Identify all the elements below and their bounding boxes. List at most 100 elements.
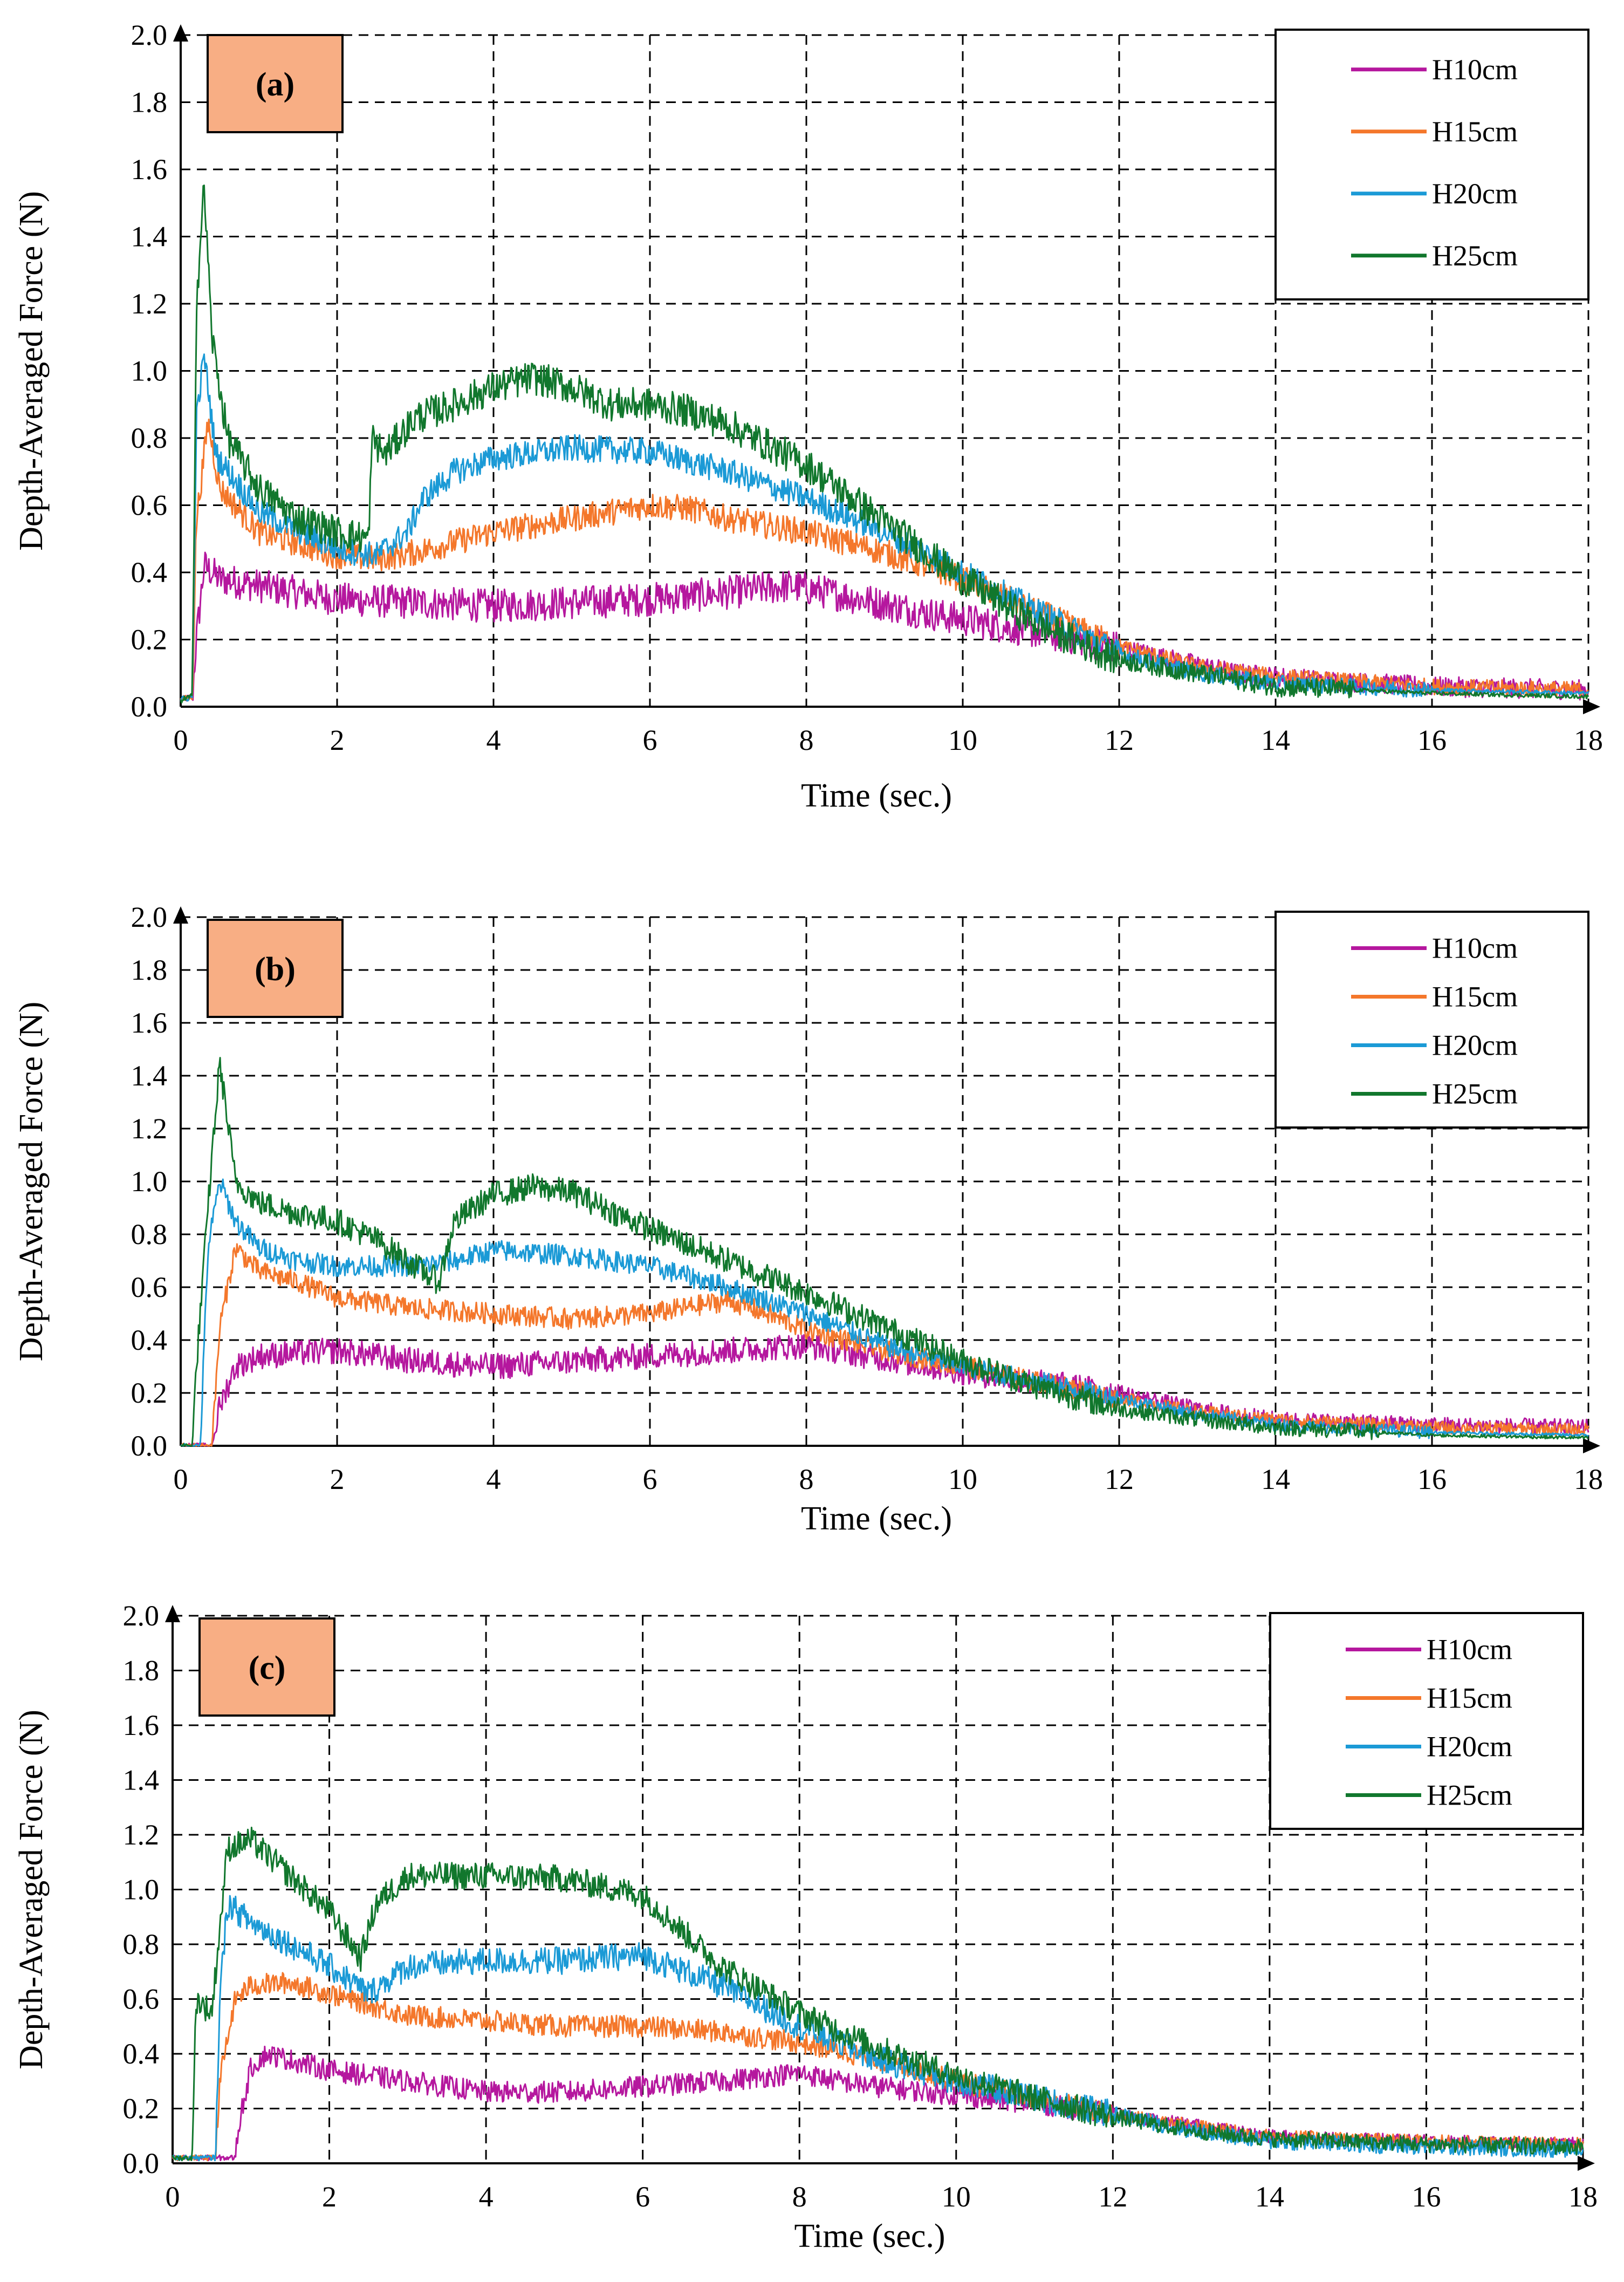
chart-panel-b: 0.0 0.2 0.4 0.6 0.8 1.0 1.2 1.4 1.6 1.8 2.0 0 2 4 6 8 10… xyxy=(13,901,1603,1537)
x-tick-label: 6 xyxy=(643,724,657,756)
y-axis-arrow xyxy=(165,1605,180,1622)
x-axis-arrow xyxy=(1583,699,1600,714)
legend-label-H25cm: H25cm xyxy=(1427,1779,1512,1812)
series-line-H15cm xyxy=(180,418,1589,702)
y-axis-arrow xyxy=(173,24,188,42)
legend-label-H15cm: H15cm xyxy=(1432,981,1518,1013)
y-tick-label: 0.2 xyxy=(131,1377,168,1409)
series-line-H10cm xyxy=(181,1334,1589,1447)
y-tick-label: 0.4 xyxy=(123,2038,160,2070)
legend-label-H10cm: H10cm xyxy=(1427,1634,1512,1666)
legend-box xyxy=(1269,1612,1584,1830)
y-tick-label: 1.4 xyxy=(131,221,168,253)
panel-label: (a) xyxy=(256,66,294,103)
y-axis-arrow xyxy=(173,906,188,924)
x-tick-label: 12 xyxy=(1105,1463,1134,1495)
legend-box xyxy=(1274,29,1589,300)
x-axis-title: Time (sec.) xyxy=(794,2218,945,2254)
y-tick-label: 2.0 xyxy=(123,1600,160,1632)
x-axis-title: Time (sec.) xyxy=(801,1500,952,1537)
series-line-H20cm xyxy=(172,1895,1584,2162)
x-tick-label: 0 xyxy=(174,724,188,756)
legend-label-H10cm: H10cm xyxy=(1432,932,1518,965)
y-tick-label: 2.0 xyxy=(131,901,168,933)
x-tick-label: 8 xyxy=(799,724,814,756)
y-tick-label: 1.8 xyxy=(131,86,168,119)
y-tick-label: 0.8 xyxy=(131,1218,168,1251)
panel-label: (b) xyxy=(255,951,296,988)
x-tick-label: 8 xyxy=(792,2181,807,2213)
y-axis-title: Depth-Averaged Force (N) xyxy=(13,191,50,551)
y-tick-label: 1.6 xyxy=(131,1007,168,1039)
y-tick-label: 0.6 xyxy=(131,1271,168,1303)
legend-label-H25cm: H25cm xyxy=(1432,240,1518,272)
x-tick-label: 8 xyxy=(799,1463,814,1495)
x-tick-label: 18 xyxy=(1574,724,1603,756)
y-tick-label: 2.0 xyxy=(131,19,168,51)
y-tick-label: 0.6 xyxy=(131,489,168,522)
y-tick-label: 0.0 xyxy=(123,2147,160,2179)
x-tick-label: 12 xyxy=(1105,724,1134,756)
y-tick-label: 1.4 xyxy=(123,1764,160,1796)
x-tick-label: 0 xyxy=(174,1463,188,1495)
panel-label-box xyxy=(207,34,344,133)
y-tick-label: 0.0 xyxy=(131,1430,168,1462)
y-tick-label: 1.2 xyxy=(123,1819,160,1851)
legend-label-H25cm: H25cm xyxy=(1432,1078,1518,1110)
x-axis-title: Time (sec.) xyxy=(801,777,952,814)
y-tick-label: 0.8 xyxy=(123,1928,160,1960)
y-tick-label: 0.2 xyxy=(131,624,168,656)
x-tick-label: 4 xyxy=(479,2181,494,2213)
legend-box xyxy=(1274,911,1589,1129)
x-tick-label: 0 xyxy=(166,2181,180,2213)
legend-label-H15cm: H15cm xyxy=(1427,1682,1512,1714)
x-tick-label: 14 xyxy=(1261,724,1290,756)
x-tick-label: 6 xyxy=(635,2181,650,2213)
x-tick-label: 16 xyxy=(1417,724,1447,756)
y-tick-label: 0.6 xyxy=(123,1983,160,2015)
y-tick-label: 1.2 xyxy=(131,288,168,320)
x-tick-label: 6 xyxy=(643,1463,657,1495)
x-axis-arrow xyxy=(1583,1438,1600,1453)
y-tick-label: 1.6 xyxy=(123,1709,160,1741)
legend-label-H20cm: H20cm xyxy=(1427,1731,1512,1763)
y-tick-label: 1.2 xyxy=(131,1112,168,1145)
y-tick-label: 1.4 xyxy=(131,1060,168,1092)
x-axis-arrow xyxy=(1578,2156,1595,2171)
x-tick-label: 12 xyxy=(1098,2181,1127,2213)
x-tick-label: 10 xyxy=(942,2181,971,2213)
series-line-H25cm xyxy=(180,185,1589,704)
x-tick-label: 18 xyxy=(1568,2181,1598,2213)
x-tick-label: 10 xyxy=(948,1463,977,1495)
legend-label-H15cm: H15cm xyxy=(1432,115,1518,148)
x-tick-label: 2 xyxy=(330,724,345,756)
y-tick-label: 0.8 xyxy=(131,422,168,454)
legend-label-H10cm: H10cm xyxy=(1432,53,1518,86)
y-axis-title: Depth-Averaged Force (N) xyxy=(13,1710,50,2069)
x-tick-label: 2 xyxy=(322,2181,337,2213)
y-tick-label: 1.6 xyxy=(131,153,168,186)
y-axis-title: Depth-Averaged Force (N) xyxy=(13,1002,50,1362)
x-tick-label: 18 xyxy=(1574,1463,1603,1495)
y-tick-label: 1.0 xyxy=(123,1874,160,1906)
y-tick-label: 0.4 xyxy=(131,1324,168,1356)
x-tick-label: 16 xyxy=(1417,1463,1447,1495)
x-tick-label: 10 xyxy=(948,724,977,756)
x-tick-label: 4 xyxy=(486,724,501,756)
series-line-H25cm xyxy=(181,1057,1589,1447)
y-tick-label: 1.8 xyxy=(123,1655,160,1687)
y-tick-label: 1.0 xyxy=(131,1165,168,1198)
x-tick-label: 14 xyxy=(1261,1463,1290,1495)
legend-label-H20cm: H20cm xyxy=(1432,177,1518,210)
y-tick-label: 0.4 xyxy=(131,556,168,589)
y-tick-label: 1.0 xyxy=(131,355,168,387)
panel-label-box xyxy=(198,1617,335,1717)
x-tick-label: 2 xyxy=(330,1463,345,1495)
x-tick-label: 4 xyxy=(486,1463,501,1495)
y-tick-label: 0.2 xyxy=(123,2093,160,2125)
panel-label: (c) xyxy=(249,1650,286,1686)
chart-panel-c: 0.0 0.2 0.4 0.6 0.8 1.0 1.2 1.4 1.6 1.8 2.0 0 2 4 6 8 10… xyxy=(13,1600,1598,2254)
y-tick-label: 0.0 xyxy=(131,691,168,723)
x-tick-label: 14 xyxy=(1255,2181,1284,2213)
